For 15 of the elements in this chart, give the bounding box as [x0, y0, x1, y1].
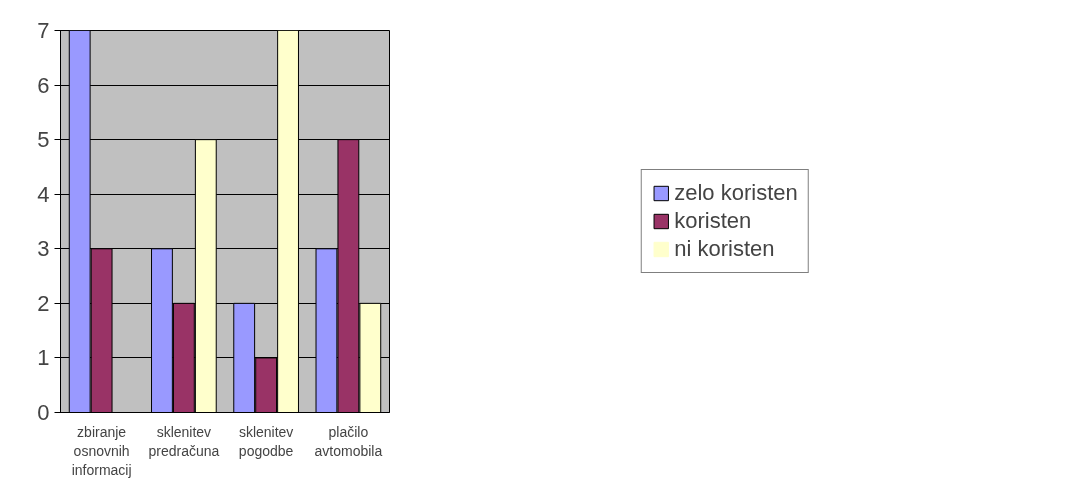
x-tick-label: sklenitev predračuna: [148, 423, 220, 459]
y-tick-label: 0: [37, 400, 50, 425]
x-tick-label: zbiranje osnovnih informacij: [71, 423, 132, 478]
y-tick-label: 6: [37, 72, 50, 98]
x-tick-label: sklenitev pogodbe: [238, 423, 294, 459]
y-tick-label: 3: [37, 236, 50, 262]
y-tick-label: 2: [37, 290, 50, 316]
y-tick-label: 4: [37, 181, 50, 207]
y-tick-label: 7: [37, 18, 50, 43]
legend-label: ni koristen: [674, 236, 775, 262]
legend-label: zelo koristen: [674, 180, 798, 206]
y-tick-label: 5: [37, 127, 50, 153]
x-tick-label: plačilo avtomobila: [314, 423, 383, 459]
y-tick-label: 1: [37, 345, 50, 371]
legend-label: koristen: [674, 208, 752, 234]
